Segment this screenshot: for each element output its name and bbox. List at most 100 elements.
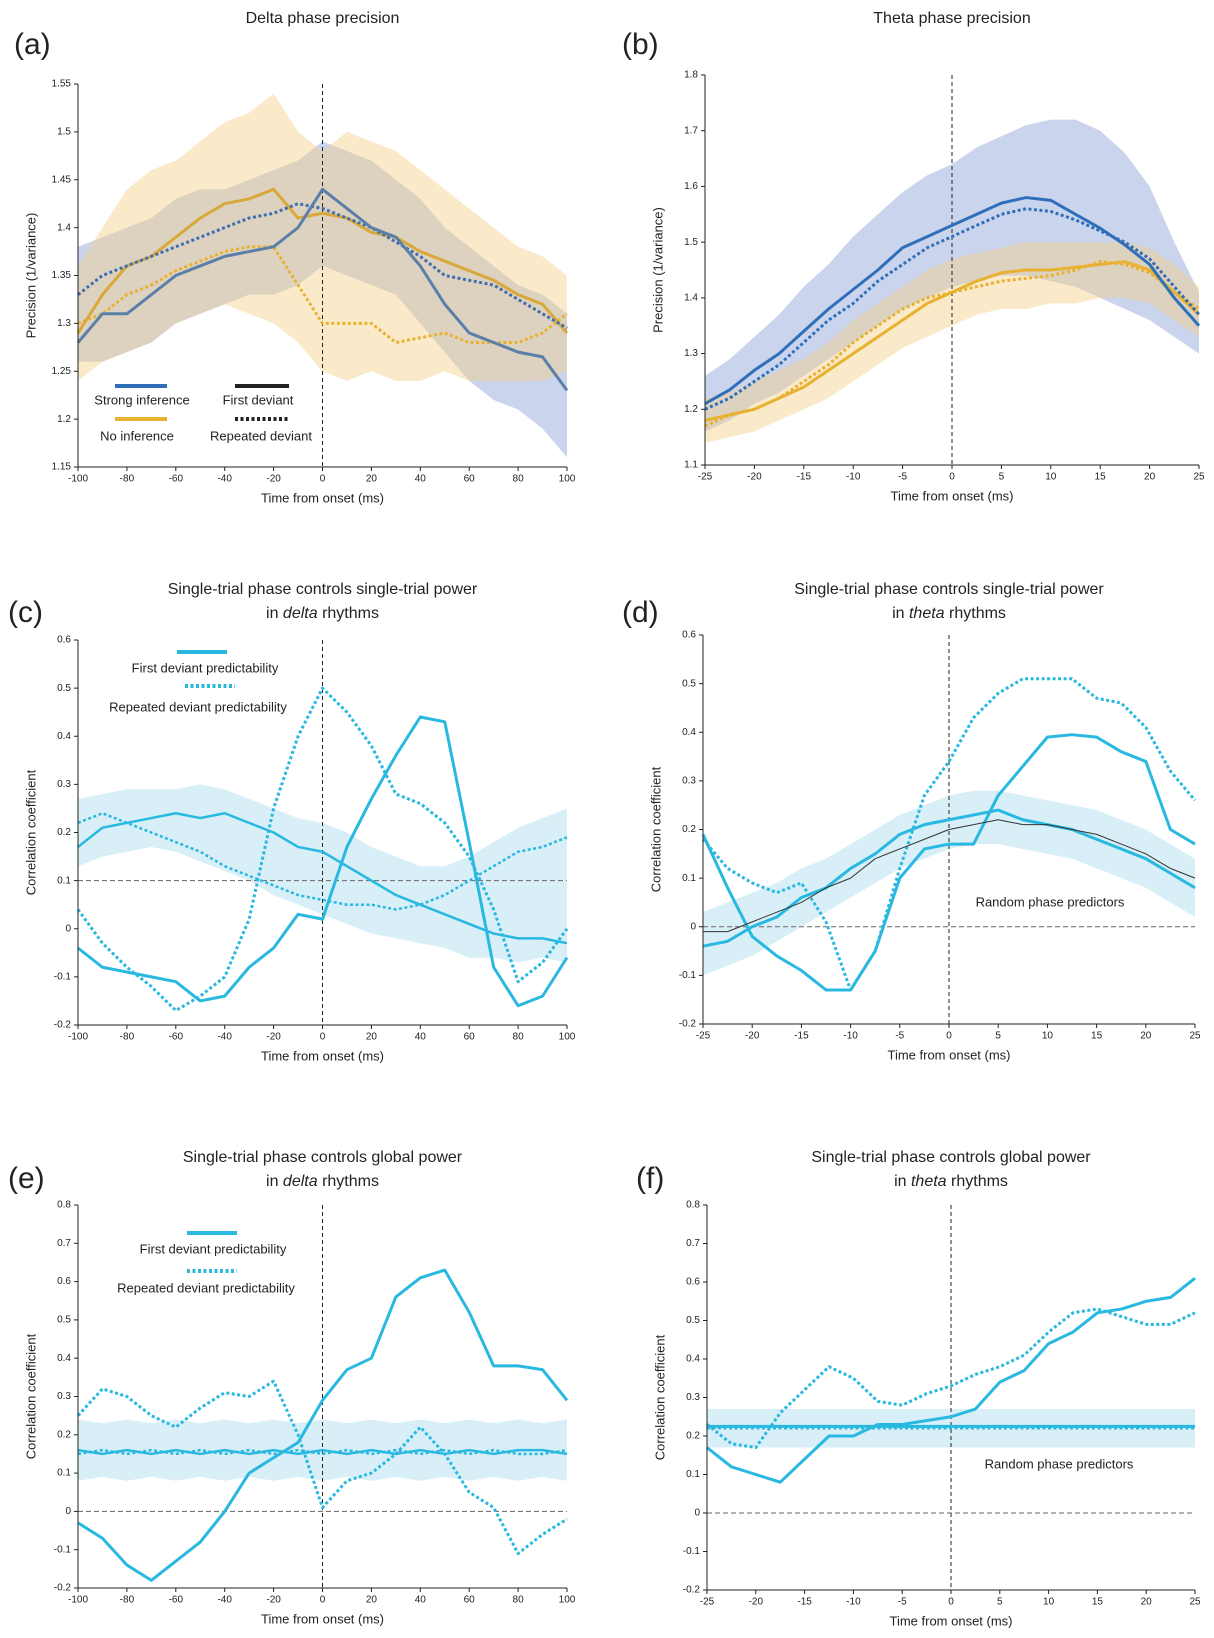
y-tick-label: 1.7: [684, 125, 698, 136]
series-line: [76, 1379, 568, 1556]
panel-label: (a): [14, 28, 51, 61]
y-tick-label: 0.6: [57, 1276, 71, 1287]
y-tick-label: 0.7: [57, 1238, 71, 1249]
band: [705, 242, 1199, 443]
y-tick-label: 0.5: [57, 683, 71, 694]
y-tick-label: 1.4: [57, 222, 71, 233]
title-part: in: [266, 605, 283, 622]
series-line: [77, 812, 568, 911]
x-tick-label: -25: [700, 1597, 715, 1608]
y-axis-label: Precision (1/variance): [23, 213, 38, 339]
y-tick-label: 1.55: [52, 79, 72, 90]
chart-title: Single-trial phase controls global power: [811, 1149, 1091, 1166]
x-tick-label: -25: [696, 1031, 711, 1042]
chart-title: in delta rhythms: [266, 1173, 379, 1190]
x-tick-label: -80: [120, 1032, 135, 1043]
x-tick-label: 25: [1189, 1597, 1201, 1608]
x-tick-label: -20: [749, 1597, 764, 1608]
series-line: [76, 187, 569, 392]
chart-title: Theta phase precision: [873, 10, 1030, 27]
y-tick-label: 1.15: [52, 462, 72, 473]
x-tick-label: 60: [464, 474, 476, 485]
y-tick-label: 0.2: [57, 827, 71, 838]
x-tick-label: -100: [68, 1032, 88, 1043]
title-part: rhythms: [947, 1173, 1008, 1190]
x-tick-label: 0: [948, 1597, 954, 1608]
x-tick-label: 10: [1043, 1597, 1055, 1608]
y-tick-label: 1.1: [684, 460, 698, 471]
x-tick-label: 80: [513, 1595, 525, 1606]
series-line: [77, 1448, 568, 1456]
y-tick-label: 0.4: [57, 731, 71, 742]
series-line: [76, 686, 569, 1013]
panel-label: (e): [8, 1162, 45, 1195]
x-tick-label: -15: [794, 1031, 809, 1042]
chart-title: Delta phase precision: [246, 10, 400, 27]
annotation: Random phase predictors: [976, 894, 1125, 909]
y-tick-label: 0.6: [686, 1277, 700, 1288]
x-tick-label: 20: [366, 1595, 378, 1606]
x-tick-label: -10: [843, 1031, 858, 1042]
x-axis-label: Time from onset (ms): [889, 1613, 1012, 1628]
series-line: [701, 733, 1196, 992]
y-tick-label: 1.25: [52, 366, 72, 377]
legend-label: First deviant predictability: [140, 1241, 287, 1256]
title-part: delta: [283, 605, 318, 622]
y-tick-label: -0.2: [54, 1583, 72, 1594]
x-axis-label: Time from onset (ms): [890, 488, 1013, 503]
title-part: rhythms: [318, 605, 379, 622]
x-tick-label: 5: [997, 1597, 1003, 1608]
y-tick-label: 1.5: [57, 127, 71, 138]
x-tick-label: 60: [464, 1595, 476, 1606]
x-tick-label: -15: [797, 472, 812, 483]
y-tick-label: -0.1: [54, 1544, 72, 1555]
panel-label: (b): [622, 28, 659, 61]
y-tick-label: 0.8: [57, 1200, 71, 1211]
x-tick-label: 5: [999, 472, 1005, 483]
legend-label: First deviant: [223, 392, 294, 407]
y-tick-label: -0.2: [54, 1020, 72, 1031]
y-tick-label: 1.4: [684, 292, 698, 303]
band: [705, 119, 1199, 432]
y-tick-label: 1.2: [57, 414, 71, 425]
y-axis-label: Correlation coefficient: [23, 769, 38, 895]
y-tick-label: -0.2: [683, 1585, 701, 1596]
series-line: [76, 187, 569, 334]
x-tick-label: 20: [1141, 1597, 1153, 1608]
x-tick-label: -40: [217, 1595, 232, 1606]
x-tick-label: -100: [68, 1595, 88, 1606]
y-tick-label: 0.1: [682, 873, 696, 884]
x-tick-label: 10: [1042, 1031, 1054, 1042]
y-tick-label: 0.4: [682, 727, 696, 738]
x-tick-label: -5: [898, 1597, 907, 1608]
y-axis-label: Correlation coefficient: [23, 1333, 38, 1459]
title-part: rhythms: [945, 605, 1006, 622]
x-tick-label: 0: [320, 474, 326, 485]
y-tick-label: 0: [65, 923, 71, 934]
y-tick-label: 1.45: [52, 174, 72, 185]
series-line: [706, 1276, 1196, 1484]
series-line: [77, 1268, 569, 1582]
panel-label: (c): [8, 596, 43, 629]
legend-label: First deviant predictability: [132, 660, 279, 675]
series-line: [77, 812, 568, 945]
chart-title: Single-trial phase controls single-trial…: [168, 581, 478, 598]
x-tick-label: 25: [1193, 472, 1205, 483]
x-tick-label: -20: [266, 474, 281, 485]
x-tick-label: 15: [1091, 1031, 1103, 1042]
y-tick-label: 1.2: [684, 404, 698, 415]
series-line: [704, 260, 1201, 422]
y-tick-label: 0.5: [682, 678, 696, 689]
y-tick-label: -0.1: [54, 972, 72, 983]
x-tick-label: -60: [169, 1032, 184, 1043]
x-tick-label: 20: [366, 1032, 378, 1043]
x-tick-label: -60: [169, 1595, 184, 1606]
x-tick-label: 0: [320, 1032, 326, 1043]
y-tick-label: 1.6: [684, 181, 698, 192]
legend-label: Repeated deviant: [210, 428, 312, 443]
title-part: in: [266, 1173, 283, 1190]
chart-title: Single-trial phase controls global power: [183, 1149, 463, 1166]
series-line: [701, 677, 1197, 992]
x-axis-label: Time from onset (ms): [261, 1048, 384, 1063]
